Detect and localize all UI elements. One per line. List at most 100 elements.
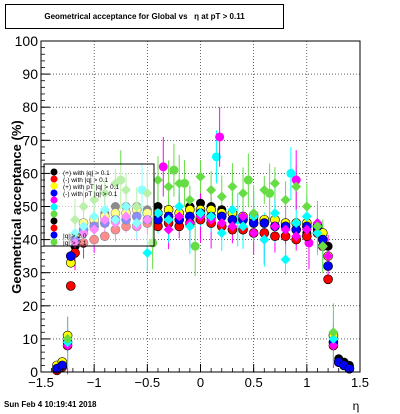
y-tick-label: 50	[22, 199, 38, 215]
data-point	[227, 204, 238, 215]
legend-marker	[50, 182, 58, 190]
y-tick-label: 30	[22, 265, 38, 281]
legend-label: |q| > 2.0	[63, 233, 87, 240]
data-point	[206, 211, 217, 222]
data-point	[248, 227, 259, 238]
y-tick-label: 40	[22, 232, 38, 248]
data-point	[174, 178, 185, 189]
x-tick-label: −0.5	[134, 375, 160, 390]
data-point	[153, 202, 163, 211]
x-tick-label: 1	[303, 375, 310, 390]
data-point	[180, 178, 190, 188]
y-tick-label: 90	[22, 66, 38, 82]
data-point	[195, 208, 206, 219]
data-point	[211, 152, 221, 162]
data-point	[62, 333, 73, 344]
legend: (+) with |q| > 0.1(-) with |q| > 0.1(+) …	[43, 163, 155, 247]
data-point	[328, 327, 339, 338]
legend-marker	[50, 210, 58, 218]
data-point	[169, 165, 179, 175]
data-point	[280, 254, 291, 265]
legend-label: |q| > 2.1	[63, 240, 87, 247]
data-point	[216, 227, 227, 238]
data-point	[323, 261, 333, 271]
data-point	[216, 218, 227, 229]
y-tick-label: 80	[22, 99, 38, 115]
legend-label: (-) with |q| > 0.1	[63, 177, 108, 184]
data-point	[196, 198, 205, 208]
data-point	[312, 227, 323, 238]
data-point	[215, 132, 225, 142]
x-tick-label: 0.5	[245, 375, 263, 390]
data-point	[216, 191, 227, 202]
data-point	[291, 231, 302, 242]
data-point	[163, 181, 174, 192]
y-tick-label: 10	[22, 331, 38, 347]
data-point	[248, 208, 259, 219]
data-point	[152, 208, 163, 219]
timestamp-label: Sun Feb 4 10:19:41 2018	[4, 400, 97, 409]
data-point	[163, 214, 174, 225]
x-tick-label: 0	[197, 375, 204, 390]
data-point	[328, 333, 339, 344]
data-point	[142, 247, 153, 258]
y-tick-label: 70	[22, 132, 38, 148]
data-point	[323, 274, 333, 285]
data-point	[227, 221, 238, 232]
data-point	[301, 201, 312, 212]
data-point	[195, 171, 206, 182]
legend-box	[43, 163, 155, 247]
data-point	[174, 201, 185, 212]
data-point	[259, 218, 270, 228]
legend-marker	[50, 196, 58, 204]
legend-marker	[50, 203, 58, 211]
data-point	[291, 175, 301, 185]
data-point	[238, 188, 249, 199]
data-point	[280, 194, 291, 205]
data-point	[291, 218, 302, 229]
x-tick-label: −1.5	[28, 375, 54, 390]
data-point	[227, 181, 238, 192]
y-tick-label: 60	[22, 165, 38, 181]
data-point	[270, 231, 280, 242]
legend-marker	[50, 175, 58, 183]
data-point	[291, 181, 302, 192]
data-point	[301, 211, 312, 222]
data-point	[312, 221, 323, 232]
data-point	[238, 221, 249, 232]
legend-marker	[50, 168, 58, 176]
legend-marker	[50, 238, 58, 246]
data-point	[65, 281, 76, 291]
data-point	[301, 224, 312, 235]
legend-label: (-) with pT |q| > 0.1	[63, 191, 118, 198]
data-point	[190, 241, 200, 251]
y-tick-label: 20	[22, 298, 38, 314]
data-point	[163, 224, 174, 235]
y-tick-label: 0	[30, 364, 38, 380]
data-point	[158, 162, 168, 172]
data-point	[269, 208, 280, 219]
data-point	[206, 184, 217, 195]
x-tick-label: −1	[87, 375, 102, 390]
legend-marker	[50, 217, 58, 225]
legend-label: (+) with |q| > 0.1	[63, 170, 110, 177]
axis-ticks: −1.5 −1 −0.5 0 0.5 1 1.5 0 10 20 30 40 50 60 70 80 90 100	[15, 33, 369, 390]
y-tick-label: 100	[15, 33, 39, 49]
data-point	[317, 241, 328, 252]
data-point	[280, 224, 291, 235]
x-tick-label: 1.5	[351, 375, 369, 390]
data-point	[174, 211, 185, 222]
data-point	[328, 340, 339, 351]
data-point	[259, 184, 270, 195]
y-axis-label: Geometrical acceptance (%)	[9, 120, 24, 293]
data-point	[323, 251, 334, 262]
data-point	[184, 194, 195, 205]
data-point	[65, 251, 76, 261]
data-point	[243, 175, 253, 185]
data-point	[269, 221, 280, 232]
legend-marker	[50, 231, 58, 239]
legend-marker	[50, 189, 58, 197]
legend-label: (+) with pT |q| > 0.1	[63, 184, 119, 191]
data-point	[286, 168, 296, 178]
